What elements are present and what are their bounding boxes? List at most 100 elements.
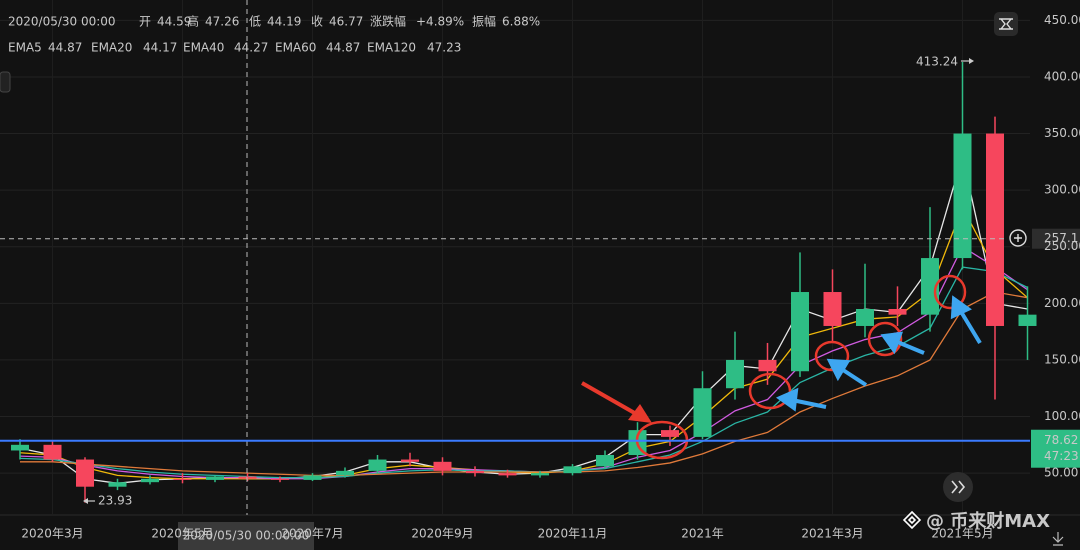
blue-arrows — [775, 295, 982, 412]
price-line-countdown: 47:23 — [1044, 449, 1079, 463]
blue-arrow-head — [826, 358, 851, 382]
crosshair-time-label: 2020/05/30 00:00:00 — [183, 529, 310, 543]
red-arrow-head — [628, 404, 652, 423]
candle-body — [433, 461, 452, 471]
candle-body — [888, 309, 907, 315]
info-label: 收 — [311, 15, 323, 29]
y-tick-label: 150.00 — [1044, 352, 1080, 366]
legend-value: 44.27 — [234, 41, 268, 55]
candles — [11, 61, 1037, 503]
blue-arrow-head — [775, 387, 799, 412]
candle-body — [921, 258, 939, 315]
candle-body — [596, 455, 614, 467]
candle-body — [11, 444, 29, 451]
y-tick-label: 300.00 — [1044, 183, 1080, 197]
x-tick-label: 2021年5月 — [931, 527, 993, 541]
scale-icon[interactable] — [1052, 532, 1064, 546]
x-tick-label: 2021年 — [681, 527, 724, 541]
info-value: 47.26 — [205, 15, 239, 29]
info-value: +4.89% — [416, 15, 464, 29]
settings-icon-glyph — [999, 18, 1013, 30]
info-label: 涨跌幅 — [370, 14, 406, 29]
candle-body — [856, 309, 874, 326]
x-tick-label: 2020年7月 — [281, 527, 343, 541]
side-tab[interactable] — [0, 71, 11, 93]
price-line-label: 78.62 — [1044, 433, 1078, 447]
info-date: 2020/05/30 00:00 — [8, 15, 116, 29]
blue-arrow — [838, 366, 868, 387]
highlight-circle — [933, 274, 967, 310]
info-label: 高 — [187, 14, 199, 29]
legend-value: 47.23 — [427, 41, 461, 55]
legend-value: 44.87 — [48, 41, 82, 55]
info-value: 44.59 — [157, 15, 191, 29]
candle-body — [823, 292, 842, 326]
candle-body — [336, 470, 354, 476]
info-value: 46.77 — [329, 15, 363, 29]
blue-arrow-head — [950, 295, 972, 320]
candle-body — [76, 459, 94, 487]
candle-body — [986, 133, 1004, 326]
y-tick-label: 350.00 — [1044, 126, 1080, 140]
candle-body — [108, 482, 127, 487]
x-tick-label: 2021年3月 — [801, 527, 863, 541]
y-tick-label: 400.00 — [1044, 69, 1080, 83]
candle-body — [953, 133, 972, 259]
legend-name: EMA120 — [367, 41, 416, 55]
price-line-box — [1031, 429, 1080, 468]
x-tick-label: 2020年9月 — [411, 527, 473, 541]
candle-body — [758, 359, 777, 372]
blue-arrow — [791, 398, 827, 409]
y-tick-label: 100.00 — [1044, 409, 1080, 423]
min-arrow-head — [83, 498, 88, 504]
candle-body — [791, 292, 809, 372]
y-tick-label: 50.00 — [1044, 466, 1078, 480]
info-label: 振幅 — [472, 14, 496, 29]
red-arrow — [581, 381, 639, 417]
max-price-label: 413.24 — [916, 54, 958, 68]
y-tick-label: 450.00 — [1044, 13, 1080, 27]
texts: 50.00 100.00 150.00 200.00 250.00 300.00 350.0… — [8, 13, 1080, 543]
candle-body — [271, 478, 289, 480]
candle-body — [531, 473, 549, 476]
candle-body — [1018, 314, 1037, 326]
add-button[interactable] — [1009, 229, 1027, 247]
candle-body — [401, 459, 419, 462]
candle-body — [693, 388, 712, 437]
blue-arrow — [958, 308, 982, 345]
highlight-circle — [867, 321, 903, 357]
candle-body — [563, 466, 582, 474]
blue-arrow-head — [880, 331, 904, 355]
watermark: @ 币来财MAX — [926, 510, 1050, 532]
legend-value: 44.87 — [326, 41, 360, 55]
blue-arrow — [894, 339, 925, 355]
min-price-label: 23.93 — [98, 494, 132, 508]
highlight-circle — [748, 372, 792, 410]
x-tick-label: 2020年5月 — [151, 527, 213, 541]
x-tick-label: 2020年3月 — [21, 527, 83, 541]
candle-body — [726, 359, 744, 389]
candle-body — [206, 476, 224, 480]
crosshair-price-box — [1032, 228, 1080, 249]
candle-body — [141, 478, 159, 483]
info-label: 开 — [139, 15, 151, 29]
add-glyph — [1014, 234, 1022, 242]
candle-body — [368, 459, 387, 471]
info-value: 44.19 — [267, 15, 301, 29]
settings-icon[interactable] — [994, 12, 1018, 36]
info-value: 6.88% — [502, 15, 540, 29]
candle-body — [466, 470, 484, 474]
highlight-circle — [814, 340, 850, 372]
crosshair-time-box — [178, 522, 314, 550]
legend-name: EMA60 — [275, 41, 316, 55]
legend-value: 44.17 — [143, 41, 177, 55]
watermark-logo — [902, 510, 922, 530]
max-arrow-head — [969, 58, 974, 64]
legend-name: EMA20 — [91, 41, 132, 55]
y-tick-label: 250.00 — [1044, 239, 1080, 253]
legend-name: EMA5 — [8, 41, 42, 55]
